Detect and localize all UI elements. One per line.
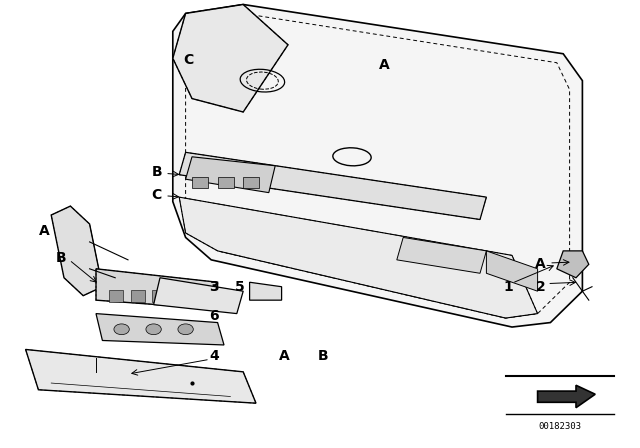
Text: 4: 4 bbox=[209, 349, 220, 363]
Bar bbox=[174, 290, 188, 302]
Polygon shape bbox=[51, 206, 102, 296]
Text: A: A bbox=[536, 257, 546, 271]
Text: 1: 1 bbox=[504, 280, 514, 294]
Text: B: B bbox=[56, 250, 66, 265]
Bar bbox=[243, 177, 259, 188]
Text: B: B bbox=[318, 349, 328, 363]
Polygon shape bbox=[154, 278, 243, 314]
Polygon shape bbox=[397, 237, 486, 273]
Text: A: A bbox=[40, 224, 50, 238]
Polygon shape bbox=[26, 349, 256, 403]
Polygon shape bbox=[173, 4, 582, 327]
Polygon shape bbox=[96, 314, 224, 345]
Polygon shape bbox=[186, 157, 275, 193]
Text: 6: 6 bbox=[209, 309, 220, 323]
Text: C: C bbox=[152, 188, 162, 202]
Polygon shape bbox=[179, 152, 486, 220]
Text: 3: 3 bbox=[209, 280, 220, 294]
Text: A: A bbox=[379, 58, 389, 72]
Circle shape bbox=[146, 324, 161, 335]
Text: 2: 2 bbox=[536, 280, 546, 294]
Polygon shape bbox=[538, 385, 595, 408]
Text: A: A bbox=[280, 349, 290, 363]
Bar bbox=[131, 290, 145, 302]
Text: 5: 5 bbox=[235, 280, 245, 294]
Circle shape bbox=[178, 324, 193, 335]
Bar bbox=[152, 290, 166, 302]
Bar bbox=[109, 290, 123, 302]
Polygon shape bbox=[173, 4, 288, 112]
Polygon shape bbox=[179, 197, 538, 318]
Circle shape bbox=[114, 324, 129, 335]
Polygon shape bbox=[250, 282, 282, 300]
Text: 00182303: 00182303 bbox=[538, 422, 582, 431]
Polygon shape bbox=[96, 269, 218, 309]
Polygon shape bbox=[557, 251, 589, 278]
Text: C: C bbox=[184, 53, 194, 68]
Bar bbox=[192, 177, 208, 188]
Text: B: B bbox=[152, 165, 162, 180]
Bar bbox=[218, 177, 234, 188]
Polygon shape bbox=[486, 251, 538, 291]
